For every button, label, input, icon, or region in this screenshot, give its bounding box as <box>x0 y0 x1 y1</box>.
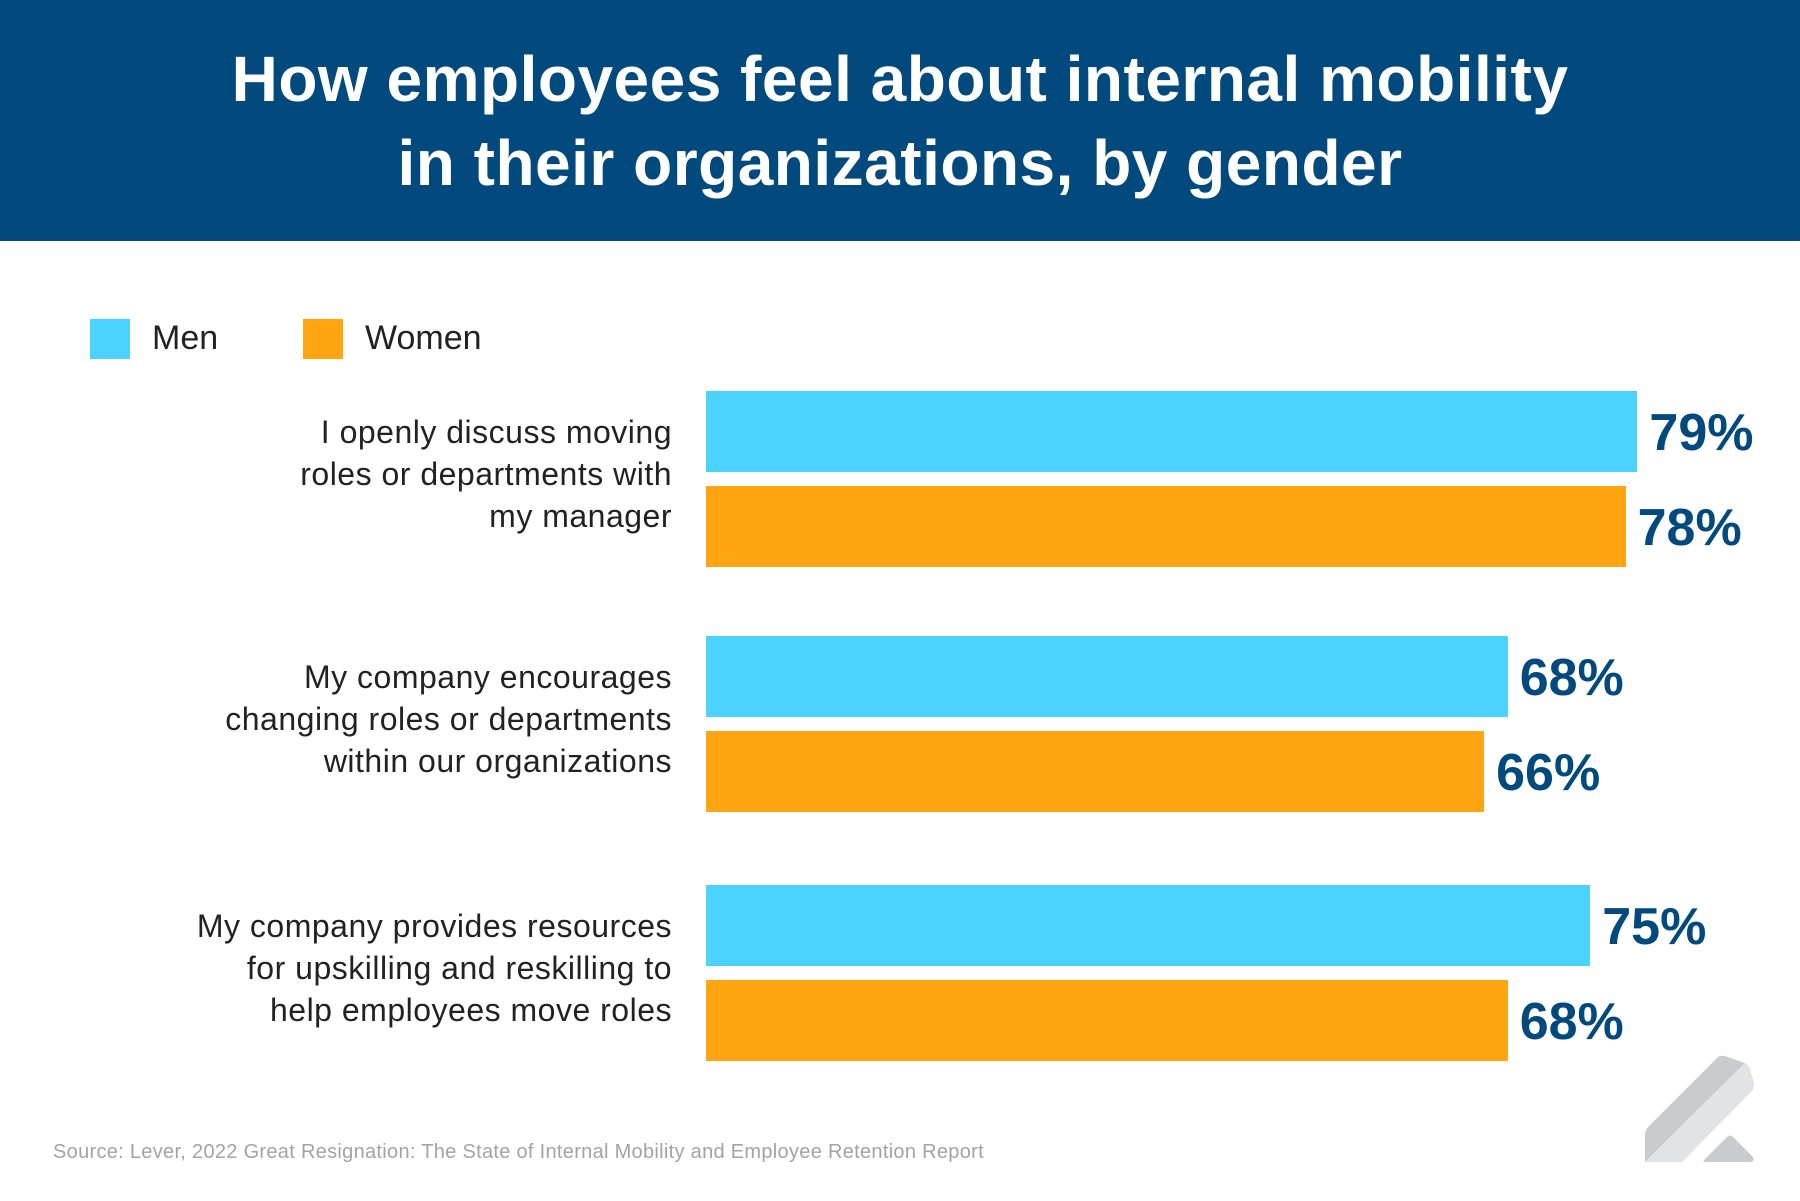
lever-logo-icon <box>1645 1055 1755 1162</box>
category-label-line: help employees move roles <box>269 992 672 1028</box>
chart-title-line1: How employees feel about internal mobili… <box>231 42 1569 115</box>
value-label: 68% <box>1519 649 1624 707</box>
category-label: My company encourages changing roles or d… <box>32 656 672 782</box>
category-label-line: my manager <box>489 498 672 534</box>
category-label: My company provides resources for upskill… <box>32 905 672 1031</box>
legend-swatch-women <box>303 319 343 359</box>
legend-label-women: Women <box>365 319 482 357</box>
bar-men <box>706 391 1638 472</box>
bar-men <box>706 636 1508 717</box>
legend-label-men: Men <box>152 319 219 357</box>
category-label-line: I openly discuss moving <box>320 414 672 450</box>
bar-women <box>706 486 1626 567</box>
value-label: 68% <box>1519 993 1624 1051</box>
category-label: I openly discuss moving roles or departme… <box>32 411 672 537</box>
value-label: 78% <box>1637 499 1742 557</box>
category-label-line: changing roles or departments <box>225 701 672 737</box>
header: How employees feel about internal mobili… <box>0 0 1800 241</box>
value-label: 79% <box>1649 404 1754 462</box>
value-label: 75% <box>1602 898 1707 956</box>
source-note: Source: Lever, 2022 Great Resignation: T… <box>53 1141 984 1163</box>
value-label: 66% <box>1496 744 1601 802</box>
category-label-line: roles or departments with <box>300 456 672 492</box>
bar-women <box>706 980 1508 1061</box>
chart-title-line2: in their organizations, by gender <box>397 126 1403 199</box>
bar-men <box>706 885 1591 966</box>
legend-swatch-men <box>90 319 130 359</box>
category-label-line: My company provides resources <box>196 908 672 944</box>
category-label-line: within our organizations <box>323 743 672 779</box>
category-label-line: My company encourages <box>303 659 672 695</box>
category-label-line: for upskilling and reskilling to <box>246 950 672 986</box>
bar-women <box>706 731 1485 812</box>
